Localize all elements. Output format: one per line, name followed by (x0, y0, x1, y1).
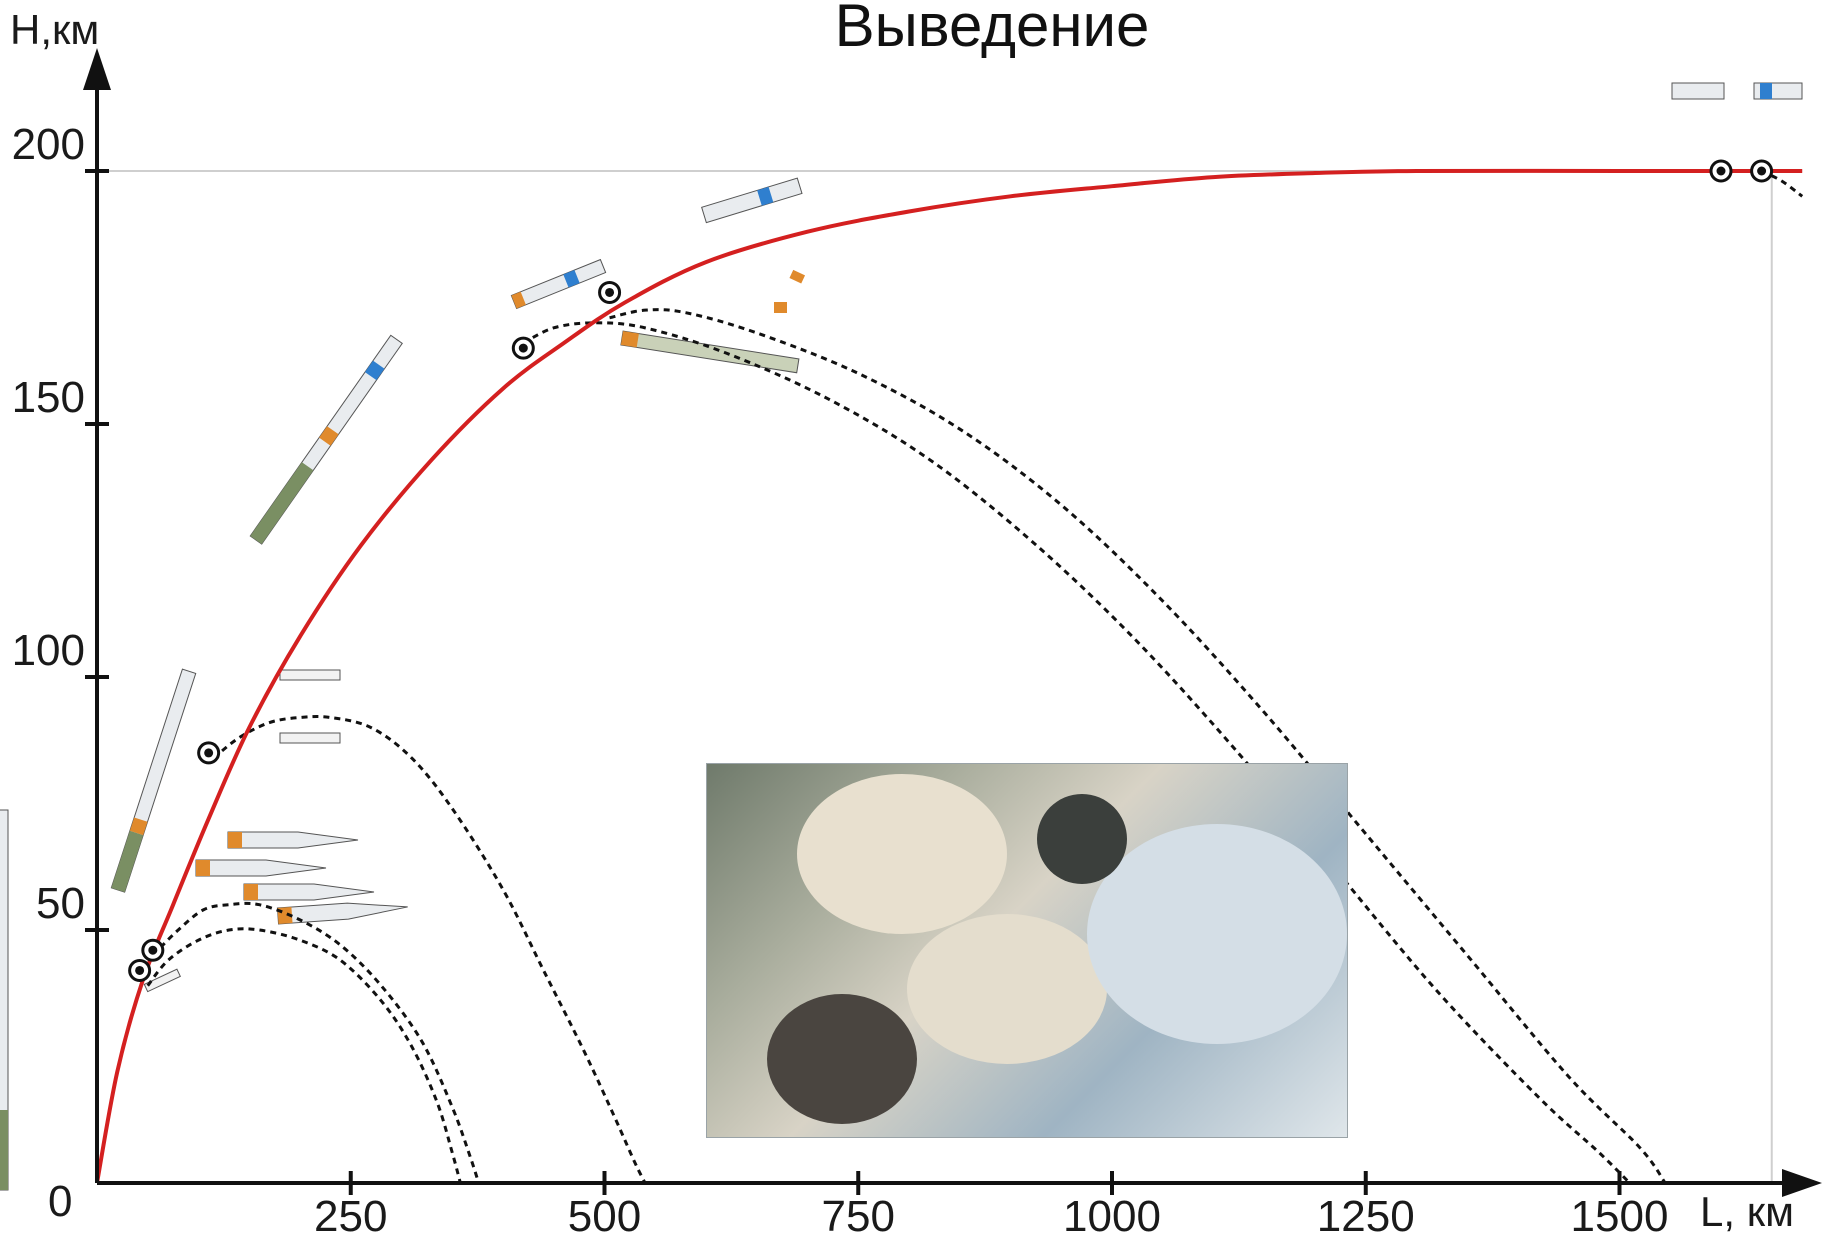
booster-icon (195, 859, 327, 877)
x-axis-title: L, км (1700, 1188, 1794, 1235)
fairing-icon (279, 732, 341, 744)
axes (83, 48, 1822, 1197)
x-tick-label: 1000 (1063, 1192, 1161, 1235)
rocket-stage-icon (510, 258, 607, 310)
trajectory-curves (95, 168, 1804, 1185)
rocket-stage-icon (249, 334, 403, 545)
x-axis-arrow-icon (1782, 1169, 1822, 1197)
x-tick-label: 500 (568, 1192, 641, 1235)
y-axis-title: H,км (10, 6, 99, 53)
rocket-stage-icon (110, 668, 197, 893)
x-tick-label: 1250 (1317, 1192, 1415, 1235)
y-axis-arrow-icon (83, 48, 111, 90)
spacecraft-icon (1753, 82, 1803, 100)
x-tick-label: 250 (314, 1192, 387, 1235)
spacecraft-icon (1671, 82, 1725, 100)
ascent-trajectory-line (95, 168, 1803, 1184)
booster-icon (276, 902, 408, 925)
separation-marker (598, 280, 622, 304)
fall-trajectory-line (146, 927, 462, 1184)
event-markers (128, 159, 1774, 982)
separation-marker (197, 741, 221, 765)
separation-marker (1750, 159, 1774, 183)
separation-marker (128, 958, 152, 982)
y-tick-label: 200 (12, 120, 85, 169)
chart-title: Выведение (835, 0, 1150, 59)
rocket-stage-icon (701, 177, 803, 224)
separation-marker (141, 938, 165, 962)
origin-label: 0 (48, 1177, 72, 1226)
separation-marker (511, 336, 535, 360)
y-tick-label: 150 (12, 373, 85, 422)
x-tick-label: 1500 (1571, 1192, 1669, 1235)
x-tick-label: 750 (822, 1192, 895, 1235)
crew-cabin-photo (706, 763, 1348, 1138)
booster-icon (243, 883, 375, 901)
launch-vehicle-icon (0, 809, 9, 1191)
y-tick-label: 50 (36, 879, 85, 928)
rocket-stage-icon (620, 330, 800, 374)
booster-icon (227, 831, 359, 849)
rocket-stage-sprites (0, 82, 1803, 1191)
fall-trajectory-line (151, 901, 481, 1184)
fall-trajectory-line (522, 321, 1631, 1185)
fairing-icon (279, 669, 341, 681)
y-tick-label: 100 (12, 626, 85, 675)
separation-marker (1709, 159, 1733, 183)
debris-icon (774, 269, 806, 313)
fall-trajectory-line (212, 715, 647, 1184)
small-stage-icon (143, 968, 181, 993)
fall-trajectory-line (609, 308, 1667, 1184)
ticks: 250 500 750 1000 1250 1500 50 100 150 200 (12, 120, 1669, 1235)
